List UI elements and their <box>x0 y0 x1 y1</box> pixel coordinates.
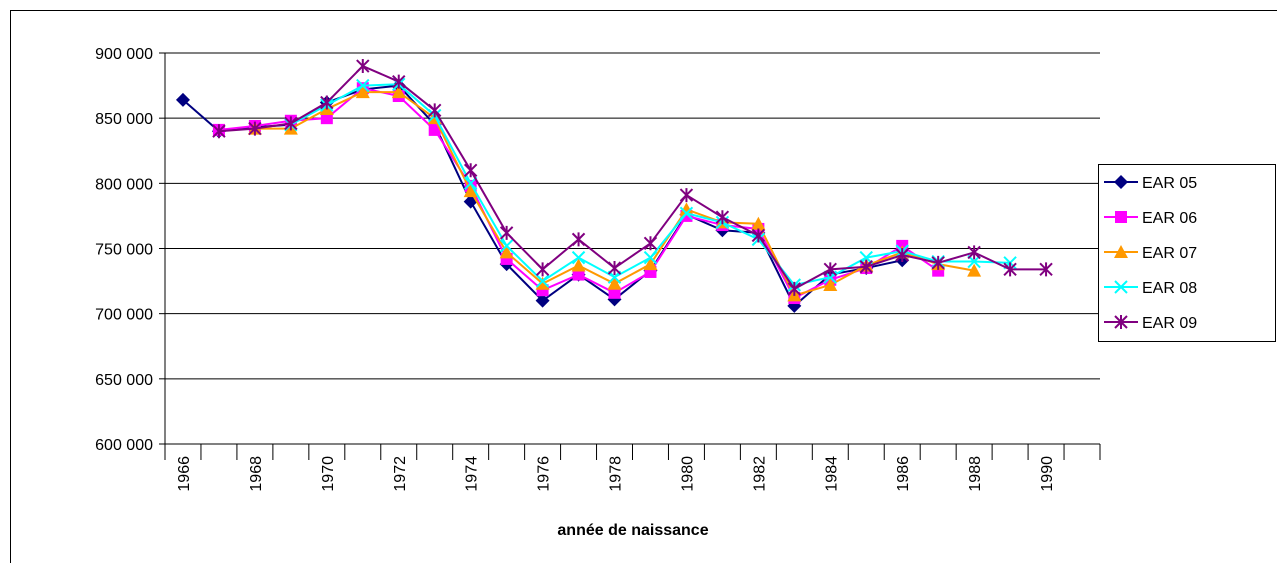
legend-label: EAR 07 <box>1142 245 1197 262</box>
x-tick-label: 1980 <box>679 456 696 492</box>
x-tick-label: 1970 <box>320 456 337 492</box>
y-tick-label: 750 000 <box>95 242 153 259</box>
x-tick-label: 1976 <box>536 456 553 492</box>
x-tick-label: 1968 <box>248 456 265 492</box>
x-tick-label: 1990 <box>1039 456 1056 492</box>
y-tick-label: 600 000 <box>95 437 153 454</box>
x-tick-label: 1974 <box>464 456 481 492</box>
chart-frame <box>11 11 1277 564</box>
legend-label: EAR 08 <box>1142 280 1197 297</box>
x-tick-label: 1984 <box>823 456 840 492</box>
y-tick-label: 800 000 <box>95 176 153 193</box>
x-tick-label: 1972 <box>392 456 409 492</box>
x-tick-label: 1988 <box>967 456 984 492</box>
x-tick-label: 1982 <box>751 456 768 492</box>
x-tick-label: 1986 <box>895 456 912 492</box>
y-tick-label: 850 000 <box>95 111 153 128</box>
legend-label: EAR 09 <box>1142 315 1197 332</box>
legend-label: EAR 06 <box>1142 210 1197 227</box>
legend-marker <box>1115 211 1127 223</box>
x-tick-label: 1966 <box>176 456 193 492</box>
y-tick-label: 900 000 <box>95 46 153 63</box>
y-tick-label: 700 000 <box>95 307 153 324</box>
x-tick-label: 1978 <box>608 456 625 492</box>
y-tick-label: 650 000 <box>95 372 153 389</box>
legend-label: EAR 05 <box>1142 175 1197 192</box>
x-axis-label: année de naissance <box>557 522 708 539</box>
